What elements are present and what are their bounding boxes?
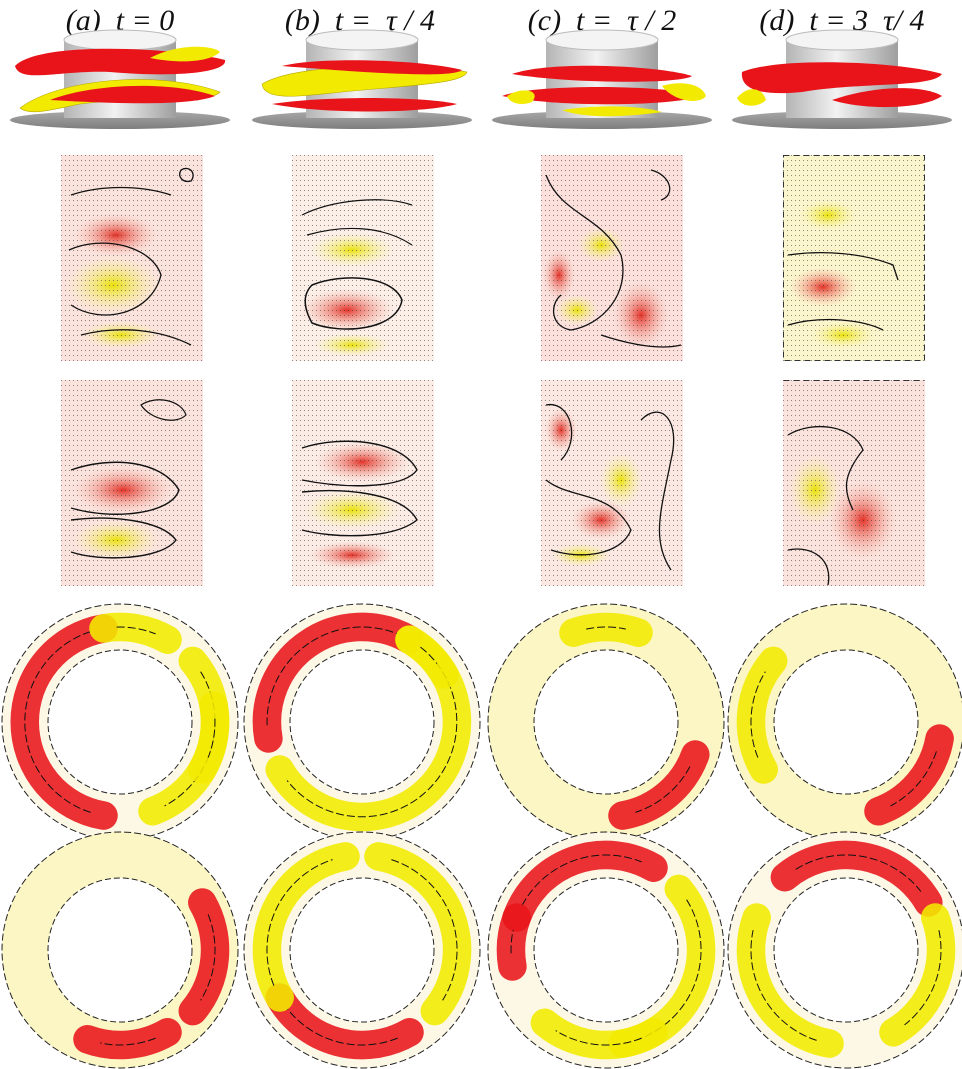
meridional-rows [61,155,925,586]
isosurface-panel-c [492,29,712,129]
annular-panel-1 [1,603,239,841]
meridional-panel-a1 [61,155,203,361]
meridional-panel-a2 [61,380,203,586]
annular-panel-8 [727,831,962,1069]
meridional-panel-d1 [783,155,925,361]
annular-panel-7 [487,831,725,1069]
annular-panel-6 [243,831,481,1069]
annular-rows [1,603,962,1069]
isosurface-row [10,29,952,129]
annular-panel-4 [727,603,962,841]
isosurface-panel-b [252,29,472,129]
annular-panel-3 [487,603,725,841]
annular-panel-5 [1,831,239,1069]
column-label-d: (d) t = 3 τ/ 4 [759,4,925,37]
meridional-panel-b2 [292,380,434,586]
column-label-c: (c) t = τ / 2 [527,4,677,37]
meridional-panel-c2 [541,380,683,586]
column-label-a: (a) t = 0 [65,4,175,37]
meridional-panel-d2 [783,380,925,586]
meridional-panel-b1 [292,155,434,361]
meridional-panel-c1 [541,155,683,361]
annular-panel-2 [243,603,481,841]
isosurface-panel-a [10,29,230,129]
isosurface-panel-d [732,29,952,129]
column-label-b: (b) t = τ / 4 [284,4,436,37]
